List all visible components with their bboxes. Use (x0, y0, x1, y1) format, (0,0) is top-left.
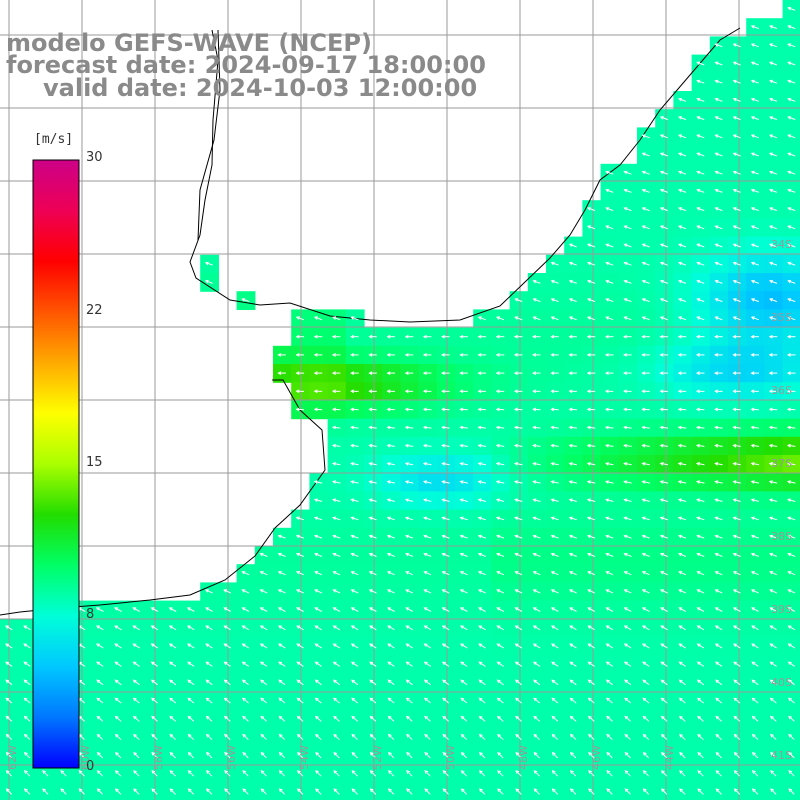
colorbar (32, 159, 80, 769)
grid-label-lon: 44W (663, 745, 676, 770)
colorbar-tick-30: 30 (86, 150, 103, 165)
model-title: modelo GEFS-WAVE (NCEP) (6, 29, 372, 57)
grid-label-lon: 62W (6, 745, 19, 770)
grid-label-lon: 56W (225, 745, 238, 770)
grid-label-lon: 52W (371, 745, 384, 770)
colorbar-tick-0: 0 (86, 759, 95, 774)
grid-label-lon: 46W (590, 745, 603, 770)
grid-labels: 34S 35S 36S 37S 38S 39S 40S 41S 62W 60W 58W 56W 54W 5… (6, 238, 792, 770)
grid-label-lat: 41S (771, 749, 792, 762)
grid-label-lat: 34S (771, 238, 792, 251)
grid-label-lon: 58W (152, 745, 165, 770)
colorbar-tick-8: 8 (86, 607, 95, 622)
grid-label-lat: 38S (771, 530, 792, 543)
grid-label-lat: 36S (771, 384, 792, 397)
colorbar-tick-15: 15 (86, 455, 103, 470)
grid-label-lat: 37S (771, 457, 792, 470)
grid-label-lat: 40S (771, 676, 792, 689)
grid-label-lon: 60W (79, 745, 92, 770)
grid-label-lon: 48W (517, 745, 530, 770)
grid-label-lon: 50W (444, 745, 457, 770)
colorbar-tick-22: 22 (86, 303, 103, 318)
grid-label-lon: 54W (298, 745, 311, 770)
forecast-date: forecast date: 2024-09-17 18:00:00 (6, 51, 486, 79)
colorbar-unit: [m/s] (34, 132, 74, 147)
valid-date: valid date: 2024-10-03 12:00:00 (43, 74, 478, 102)
grid-label-lat: 39S (771, 603, 792, 616)
grid-label-lat: 35S (771, 311, 792, 324)
